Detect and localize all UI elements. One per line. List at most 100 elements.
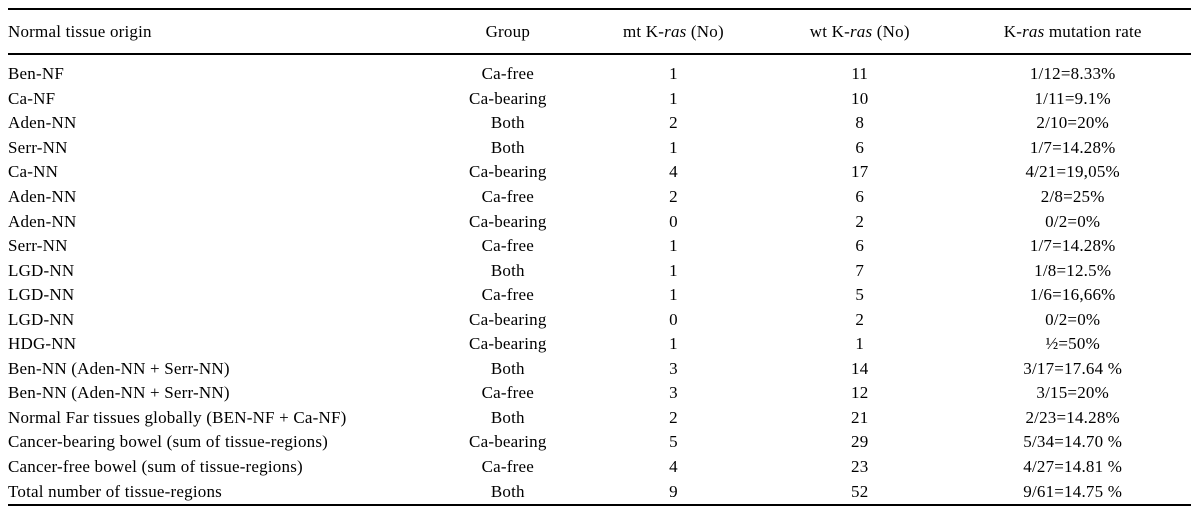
cell-rate: 4/21=19,05% (1025, 162, 1120, 182)
cell-group: Ca-bearing (469, 211, 547, 231)
header-text: Group (485, 21, 531, 41)
cell-wt: 12 (851, 383, 869, 403)
cell-wt: 8 (855, 113, 865, 133)
cell-mt: 4 (669, 162, 678, 182)
cell-origin: LGD-NN (8, 260, 75, 280)
cell-group: Ca-bearing (469, 88, 547, 108)
cell-group: Both (490, 137, 525, 157)
column-header-origin: Normal tissue origin (8, 10, 434, 55)
cell-origin: Serr-NN (8, 236, 68, 256)
cell-mt: 2 (669, 407, 678, 427)
cell-group: Ca-free (481, 64, 534, 84)
column-header-mt: mt K-ras (No) (581, 10, 766, 55)
cell-origin: Ben-NN (Aden-NN + Serr-NN) (8, 383, 230, 403)
cell-rate: 0/2=0% (1045, 309, 1101, 329)
cell-mt: 1 (669, 285, 678, 305)
cell-rate: 2/10=20% (1036, 113, 1109, 133)
cell-wt: 17 (851, 162, 869, 182)
cell-wt: 2 (855, 309, 865, 329)
column-header-wt: wt K-ras (No) (765, 10, 955, 55)
cell-wt: 7 (855, 260, 865, 280)
table-row: Cancer-free bowel (sum of tissue-regions… (8, 455, 1191, 480)
table-row: Ben-NN (Aden-NN + Serr-NN) Both 3 14 3/17=17… (8, 357, 1191, 382)
header-text: mt K- (623, 21, 665, 41)
kras-mutation-table-wrap: Normal tissue origin Group mt K-ras (No) wt… (8, 8, 1191, 506)
table-row: Ben-NN (Aden-NN + Serr-NN) Ca-free 3 12 3/15… (8, 381, 1191, 406)
cell-mt: 5 (669, 432, 678, 452)
cell-rate: 3/15=20% (1036, 383, 1109, 403)
cell-origin: LGD-NN (8, 285, 75, 305)
cell-origin: Aden-NN (8, 211, 77, 231)
table-row: Serr-NN Both 1 6 1/7=14.28% (8, 136, 1191, 161)
table-row: Normal Far tissues globally (BEN-NF + Ca… (8, 406, 1191, 431)
header-text: mutation rate (1044, 21, 1142, 41)
header-text: (No) (686, 21, 724, 41)
table-row: Aden-NN Both 2 8 2/10=20% (8, 111, 1191, 136)
cell-mt: 0 (669, 211, 678, 231)
cell-origin: Aden-NN (8, 113, 77, 133)
cell-origin: Cancer-free bowel (sum of tissue-regions… (8, 457, 303, 477)
cell-wt: 6 (855, 236, 865, 256)
table-row: Cancer-bearing bowel (sum of tissue-regi… (8, 430, 1191, 455)
cell-wt: 23 (851, 457, 869, 477)
cell-rate: 1/7=14.28% (1029, 236, 1116, 256)
cell-mt: 1 (669, 64, 678, 84)
table-row: Aden-NN Ca-bearing 0 2 0/2=0% (8, 209, 1191, 234)
cell-mt: 1 (669, 88, 678, 108)
table-row: Ben-NF Ca-free 1 11 1/12=8.33% (8, 54, 1191, 87)
header-text: (No) (872, 21, 910, 41)
column-header-rate: K-ras mutation rate (954, 10, 1191, 55)
cell-wt: 29 (851, 432, 869, 452)
cell-rate: 4/27=14.81 % (1023, 457, 1123, 477)
cell-wt: 21 (851, 407, 869, 427)
cell-origin: Ca-NF (8, 88, 56, 108)
cell-mt: 2 (669, 113, 678, 133)
cell-group: Ca-free (481, 285, 534, 305)
cell-rate: 5/34=14.70 % (1023, 432, 1123, 452)
table-body: Ben-NF Ca-free 1 11 1/12=8.33% Ca-NF Ca-bearin… (8, 54, 1191, 504)
cell-rate: 9/61=14.75 % (1023, 481, 1123, 501)
cell-rate: 1/8=12.5% (1034, 260, 1112, 280)
cell-mt: 3 (669, 358, 678, 378)
header-text: K- (1003, 21, 1023, 41)
cell-group: Ca-bearing (469, 309, 547, 329)
cell-mt: 1 (669, 137, 678, 157)
header-text: wt K- (809, 21, 850, 41)
cell-mt: 1 (669, 260, 678, 280)
cell-wt: 6 (855, 137, 865, 157)
cell-wt: 14 (851, 358, 869, 378)
cell-group: Ca-bearing (469, 432, 547, 452)
gene-name-italic: ras (664, 21, 687, 41)
table-row: HDG-NN Ca-bearing 1 1 ½=50% (8, 332, 1191, 357)
cell-group: Ca-bearing (469, 334, 547, 354)
cell-origin: Serr-NN (8, 137, 68, 157)
cell-group: Both (490, 407, 525, 427)
header-text: Normal tissue origin (8, 21, 152, 41)
cell-rate: 1/11=9.1% (1034, 88, 1111, 108)
cell-origin: HDG-NN (8, 334, 77, 354)
cell-origin: Aden-NN (8, 187, 77, 206)
cell-group: Ca-free (481, 236, 534, 256)
cell-wt: 2 (855, 211, 865, 231)
cell-rate: 0/2=0% (1045, 211, 1101, 231)
cell-mt: 0 (669, 309, 678, 329)
cell-mt: 3 (669, 383, 678, 403)
cell-wt: 11 (851, 64, 869, 84)
table-row: Total number of tissue-regions Both 9 52 9/6… (8, 479, 1191, 504)
table-row: LGD-NN Both 1 7 1/8=12.5% (8, 258, 1191, 283)
cell-mt: 1 (669, 334, 678, 354)
cell-rate: 2/23=14.28% (1025, 407, 1120, 427)
cell-group: Both (490, 358, 525, 378)
cell-rate: 3/17=17.64 % (1023, 358, 1123, 378)
cell-group: Both (490, 481, 525, 501)
cell-group: Ca-free (481, 457, 534, 477)
cell-rate: ½=50% (1045, 334, 1100, 354)
cell-rate: 2/8=25% (1040, 187, 1105, 206)
cell-mt: 4 (669, 457, 678, 477)
table-row: Aden-NN Ca-free 2 6 2/8=25% (8, 185, 1191, 210)
table-row: Serr-NN Ca-free 1 6 1/7=14.28% (8, 234, 1191, 259)
cell-rate: 1/6=16,66% (1029, 285, 1116, 305)
cell-origin: Ben-NN (Aden-NN + Serr-NN) (8, 358, 230, 378)
table-row: LGD-NN Ca-bearing 0 2 0/2=0% (8, 307, 1191, 332)
table-row: Ca-NN Ca-bearing 4 17 4/21=19,05% (8, 160, 1191, 185)
